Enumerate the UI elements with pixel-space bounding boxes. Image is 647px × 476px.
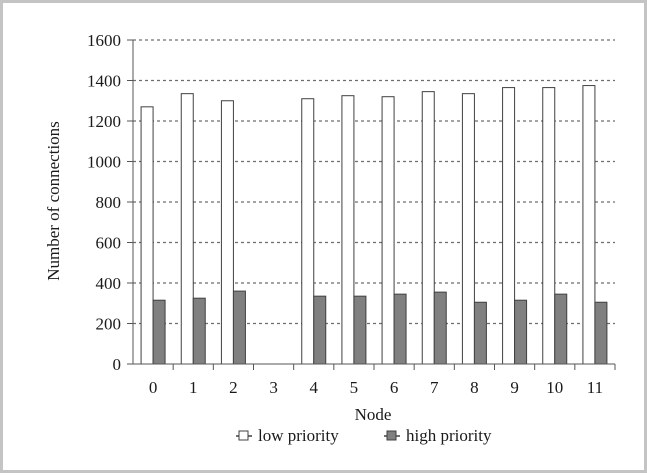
- legend-label: high priority: [406, 426, 492, 445]
- legend: low priority high priority: [236, 426, 492, 445]
- bar-low-priority-node-1: [180, 93, 194, 365]
- y-tick-label: 1000: [87, 153, 121, 172]
- x-tick-label: 11: [587, 378, 603, 397]
- bar-high-priority-node-10: [554, 293, 568, 365]
- x-tick-label: 1: [189, 378, 198, 397]
- x-tick-label: 5: [350, 378, 359, 397]
- bar-low-priority-node-9: [502, 87, 516, 365]
- y-tick-label: 1200: [87, 112, 121, 131]
- bar-high-priority-node-6: [393, 293, 407, 365]
- bar-chart: 0 200 400 600 800 1000 1200 1400 1600 0 1 2 3 4 5 6 7 8 9…: [44, 31, 616, 445]
- legend-item-high-priority: high priority: [384, 426, 492, 445]
- x-tick-label: 8: [470, 378, 479, 397]
- bar-low-priority-node-6: [381, 96, 395, 365]
- y-tick-label: 800: [96, 193, 122, 212]
- x-tick-label: 4: [310, 378, 319, 397]
- bar-low-priority-node-7: [421, 91, 435, 365]
- bar-high-priority-node-4: [313, 295, 327, 365]
- bar-low-priority-node-11: [582, 85, 596, 365]
- x-tick-label: 0: [149, 378, 158, 397]
- bar-high-priority-node-11: [594, 301, 608, 365]
- y-tick-label: 1400: [87, 72, 121, 91]
- bar-high-priority-node-8: [473, 301, 487, 365]
- x-tick-label: 3: [269, 378, 278, 397]
- bar-low-priority-node-2: [220, 100, 234, 365]
- axes: [127, 39, 616, 370]
- bar-low-priority-node-4: [301, 98, 315, 365]
- y-tick-label: 600: [96, 234, 122, 253]
- x-tick-label: 9: [510, 378, 519, 397]
- x-axis-title: Node: [355, 405, 392, 424]
- bar-high-priority-node-9: [514, 299, 528, 365]
- x-tick-label: 7: [430, 378, 439, 397]
- bar-high-priority-node-2: [232, 290, 246, 365]
- x-tick-labels: 0 1 2 3 4 5 6 7 8 9 10 11: [149, 378, 603, 397]
- x-tick-label: 6: [390, 378, 399, 397]
- bar-low-priority-node-8: [461, 93, 475, 365]
- x-tick-label: 10: [546, 378, 563, 397]
- bars: [140, 85, 608, 365]
- legend-label: low priority: [258, 426, 339, 445]
- bar-high-priority-node-1: [192, 297, 206, 365]
- bar-low-priority-node-10: [542, 87, 556, 365]
- y-tick-label: 200: [96, 315, 122, 334]
- y-tick-labels: 0 200 400 600 800 1000 1200 1400 1600: [87, 31, 121, 374]
- legend-swatch: [238, 430, 249, 441]
- y-tick-label: 1600: [87, 31, 121, 50]
- bar-high-priority-node-7: [433, 291, 447, 365]
- bar-low-priority-node-5: [341, 95, 355, 365]
- y-tick-label: 400: [96, 274, 122, 293]
- legend-item-low-priority: low priority: [236, 426, 339, 445]
- gridlines: [133, 39, 615, 325]
- y-axis-title: Number of connections: [44, 121, 63, 281]
- x-tick-label: 2: [229, 378, 238, 397]
- legend-swatch: [386, 430, 397, 441]
- y-tick-label: 0: [113, 355, 122, 374]
- bar-high-priority-node-5: [353, 295, 367, 365]
- bar-high-priority-node-0: [152, 299, 166, 365]
- bar-low-priority-node-0: [140, 106, 154, 365]
